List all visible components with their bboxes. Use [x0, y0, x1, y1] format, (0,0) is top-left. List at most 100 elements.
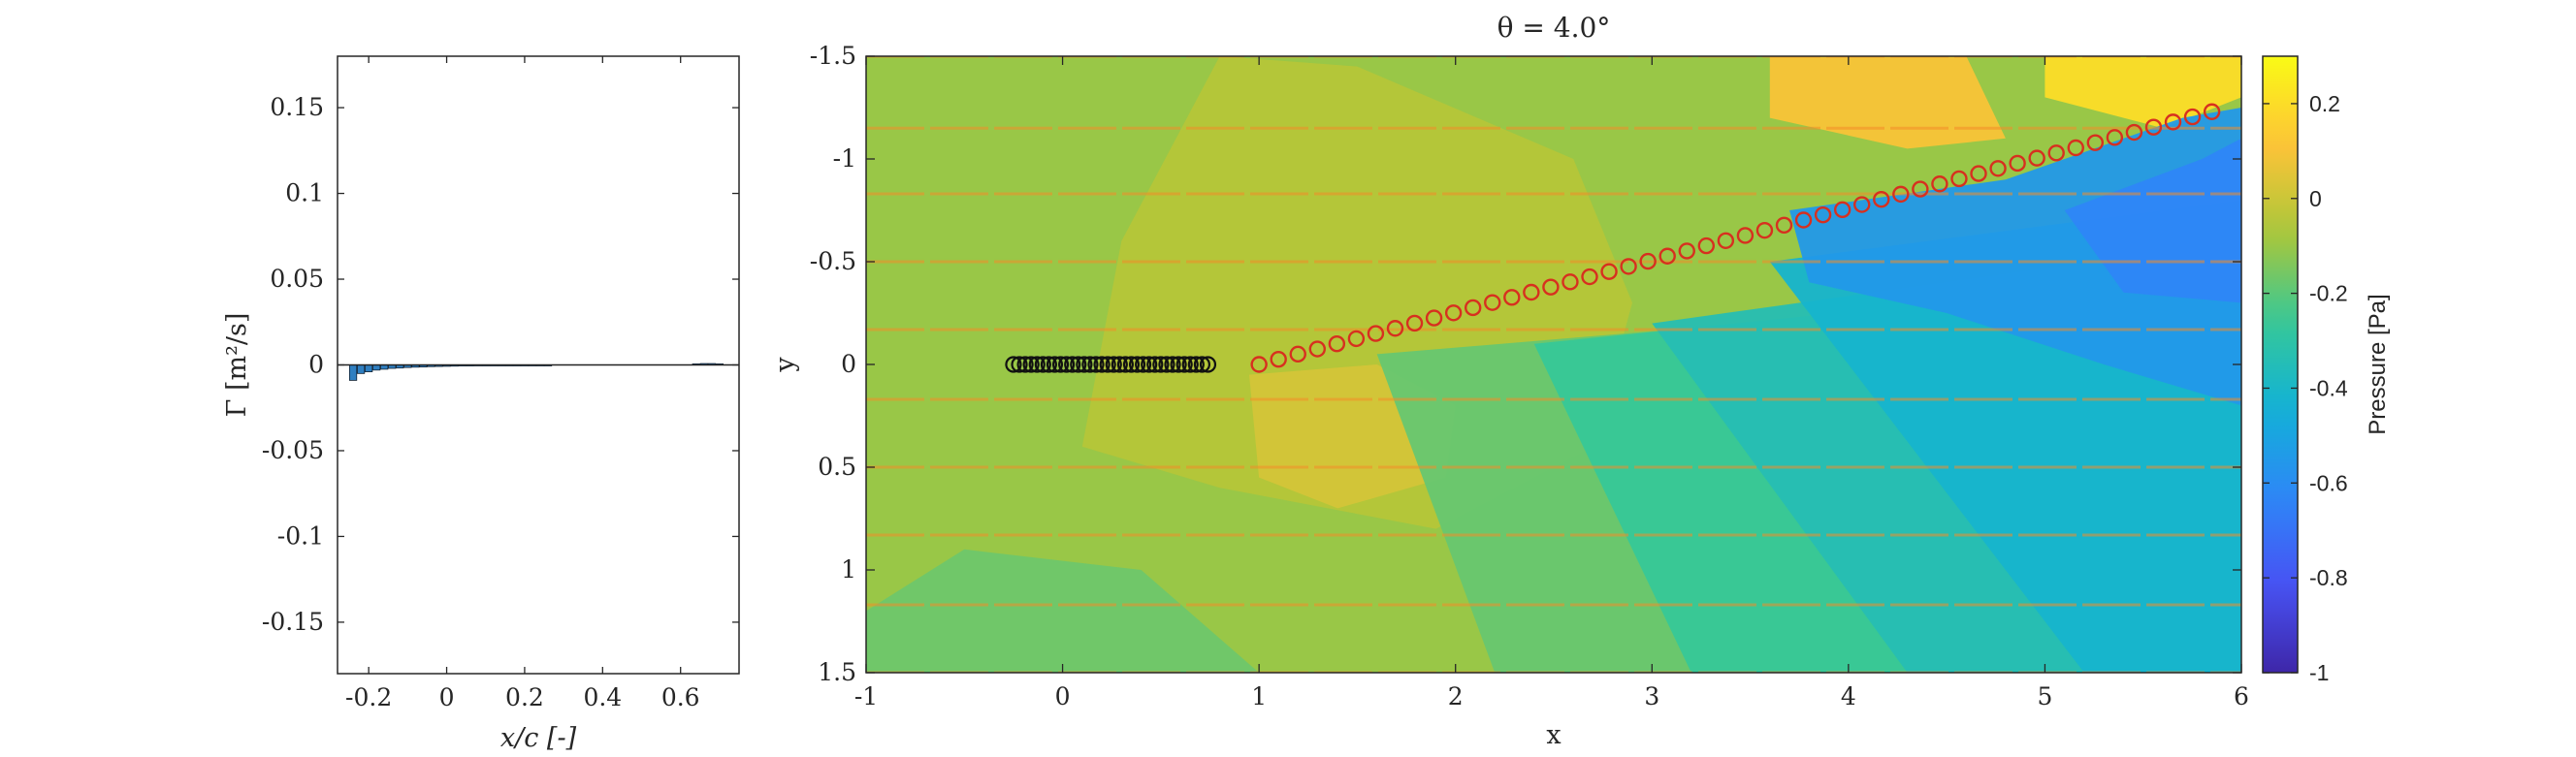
airfoil-marker — [1135, 356, 1152, 373]
wake-marker — [2125, 123, 2143, 142]
airfoil-marker — [1146, 356, 1164, 373]
pressure-field-panel: θ = 4.0° -1 0 1 2 3 4 5 6 -1.5 -1 -0.5 0 0.5 1 1.5 x y — [770, 12, 2249, 750]
field-y-tick-label: -1.5 — [810, 42, 856, 70]
wake-marker — [1386, 320, 1404, 337]
airfoil-marker — [1081, 356, 1099, 373]
wake-marker — [2028, 149, 2045, 167]
wake-marker — [1697, 237, 1716, 255]
wake-marker — [1270, 350, 1287, 368]
wake-marker — [2144, 118, 2163, 136]
wake-marker — [2067, 139, 2084, 157]
field-x-tick-label: 6 — [2234, 682, 2249, 710]
airfoil-marker — [1028, 356, 1046, 373]
wake-marker — [1620, 258, 1637, 275]
wake-marker — [1484, 294, 1501, 311]
airfoil-marker — [1111, 356, 1128, 373]
field-x-tick-label: 3 — [1644, 682, 1659, 710]
airfoil-marker — [1022, 356, 1040, 373]
wake-marker — [1444, 304, 1463, 322]
airfoil-marker — [1175, 356, 1193, 373]
field-x-tick-label: 5 — [2037, 682, 2052, 710]
circulation-x-tick-label: 0.4 — [583, 683, 622, 711]
airfoil-marker — [1170, 356, 1187, 373]
airfoil-marker — [1076, 356, 1093, 373]
wake-marker — [1912, 180, 1929, 198]
wake-marker — [2164, 113, 2182, 131]
airfoil-marker — [1064, 356, 1081, 373]
colorbar-label: Pressure [Pa] — [2365, 294, 2391, 434]
wake-marker — [1600, 263, 1618, 280]
wake-marker — [1814, 205, 1832, 224]
airfoil-marker — [1116, 356, 1134, 373]
wake-marker — [1833, 201, 1852, 219]
circulation-y-tick-label: -0.15 — [262, 608, 324, 636]
wake-marker — [1367, 325, 1385, 342]
airfoil-marker — [1011, 356, 1028, 373]
airfoil-marker — [1051, 356, 1070, 373]
field-y-tick-label: 0.5 — [818, 453, 856, 481]
field-x-tick-label: 2 — [1448, 682, 1464, 710]
field-x-tick-label: 0 — [1055, 682, 1071, 710]
colorbar-box — [2262, 55, 2299, 674]
wake-marker — [1308, 340, 1326, 358]
wake-marker — [2086, 134, 2105, 151]
field-y-tick-label: 0 — [841, 350, 856, 378]
airfoil-marker — [1099, 356, 1116, 373]
circulation-y-tick-label: -0.05 — [262, 436, 324, 464]
airfoil-panel-markers — [1005, 356, 1217, 373]
velocity-streamlines — [866, 56, 2241, 673]
pressure-region-wake-core — [1789, 108, 2241, 406]
colorbar-tick-label: -1 — [2309, 660, 2329, 685]
field-y-tick-label: 1.5 — [818, 658, 856, 686]
wake-vortex-markers — [1250, 103, 2221, 373]
colorbar-tick-label: 0.2 — [2309, 91, 2340, 116]
wake-marker — [1562, 273, 1579, 291]
wake-marker — [1755, 221, 1774, 239]
pressure-colorbar: 0.2 0 -0.2 -0.4 -0.6 -0.8 -1 Pressure [Pa] — [2262, 55, 2391, 685]
circulation-y-axis-label: Γ [m²/s] — [222, 313, 252, 418]
airfoil-marker — [1164, 356, 1181, 373]
circulation-bar — [357, 364, 366, 374]
wake-marker — [1736, 227, 1755, 244]
pressure-field-x-axis-label: x — [1546, 720, 1561, 750]
airfoil-marker — [1046, 356, 1064, 373]
wake-marker — [1853, 196, 1871, 213]
field-y-tick-label: -0.5 — [810, 247, 856, 275]
airfoil-marker — [1158, 356, 1175, 373]
wake-marker — [1639, 252, 1657, 270]
circulation-bar — [348, 364, 358, 381]
field-x-tick-label: -1 — [854, 682, 878, 710]
airfoil-marker — [1199, 356, 1217, 373]
airfoil-marker — [1128, 356, 1146, 373]
field-x-tick-label: 1 — [1251, 682, 1267, 710]
circulation-x-tick-label: -0.2 — [345, 683, 392, 711]
wake-marker — [2106, 129, 2124, 146]
wake-marker — [1328, 335, 1346, 353]
airfoil-marker — [1152, 356, 1170, 373]
airfoil-marker — [1034, 356, 1051, 373]
field-y-tick-label: -1 — [833, 144, 856, 173]
pressure-field-title: θ = 4.0° — [1497, 12, 1611, 44]
circulation-bar — [372, 364, 381, 371]
wake-marker — [1950, 170, 1968, 188]
wake-marker — [1347, 330, 1366, 348]
airfoil-marker — [1105, 356, 1122, 373]
wake-marker — [1678, 242, 1695, 260]
pressure-region-lower-left-low — [866, 549, 1260, 673]
airfoil-marker — [1005, 356, 1022, 373]
wake-marker — [1581, 268, 1598, 286]
wake-marker — [1794, 211, 1813, 229]
circulation-x-tick-label: 0.2 — [505, 683, 544, 711]
airfoil-marker — [1058, 356, 1076, 373]
airfoil-marker — [1193, 356, 1210, 373]
wake-marker — [1503, 289, 1521, 306]
wake-marker — [2203, 103, 2221, 120]
airfoil-marker — [1016, 356, 1034, 373]
colorbar-ticks: 0.2 0 -0.2 -0.4 -0.6 -0.8 -1 — [2263, 91, 2348, 685]
circulation-panel: -0.2 0 0.2 0.4 0.6 0.15 0.1 0.05 0 -0.05 -0.1 -0.15… — [222, 55, 740, 753]
wake-marker — [1989, 160, 2007, 177]
wake-marker — [1405, 314, 1424, 332]
circulation-bar — [365, 364, 373, 372]
circulation-y-tick-label: 0 — [308, 351, 324, 379]
